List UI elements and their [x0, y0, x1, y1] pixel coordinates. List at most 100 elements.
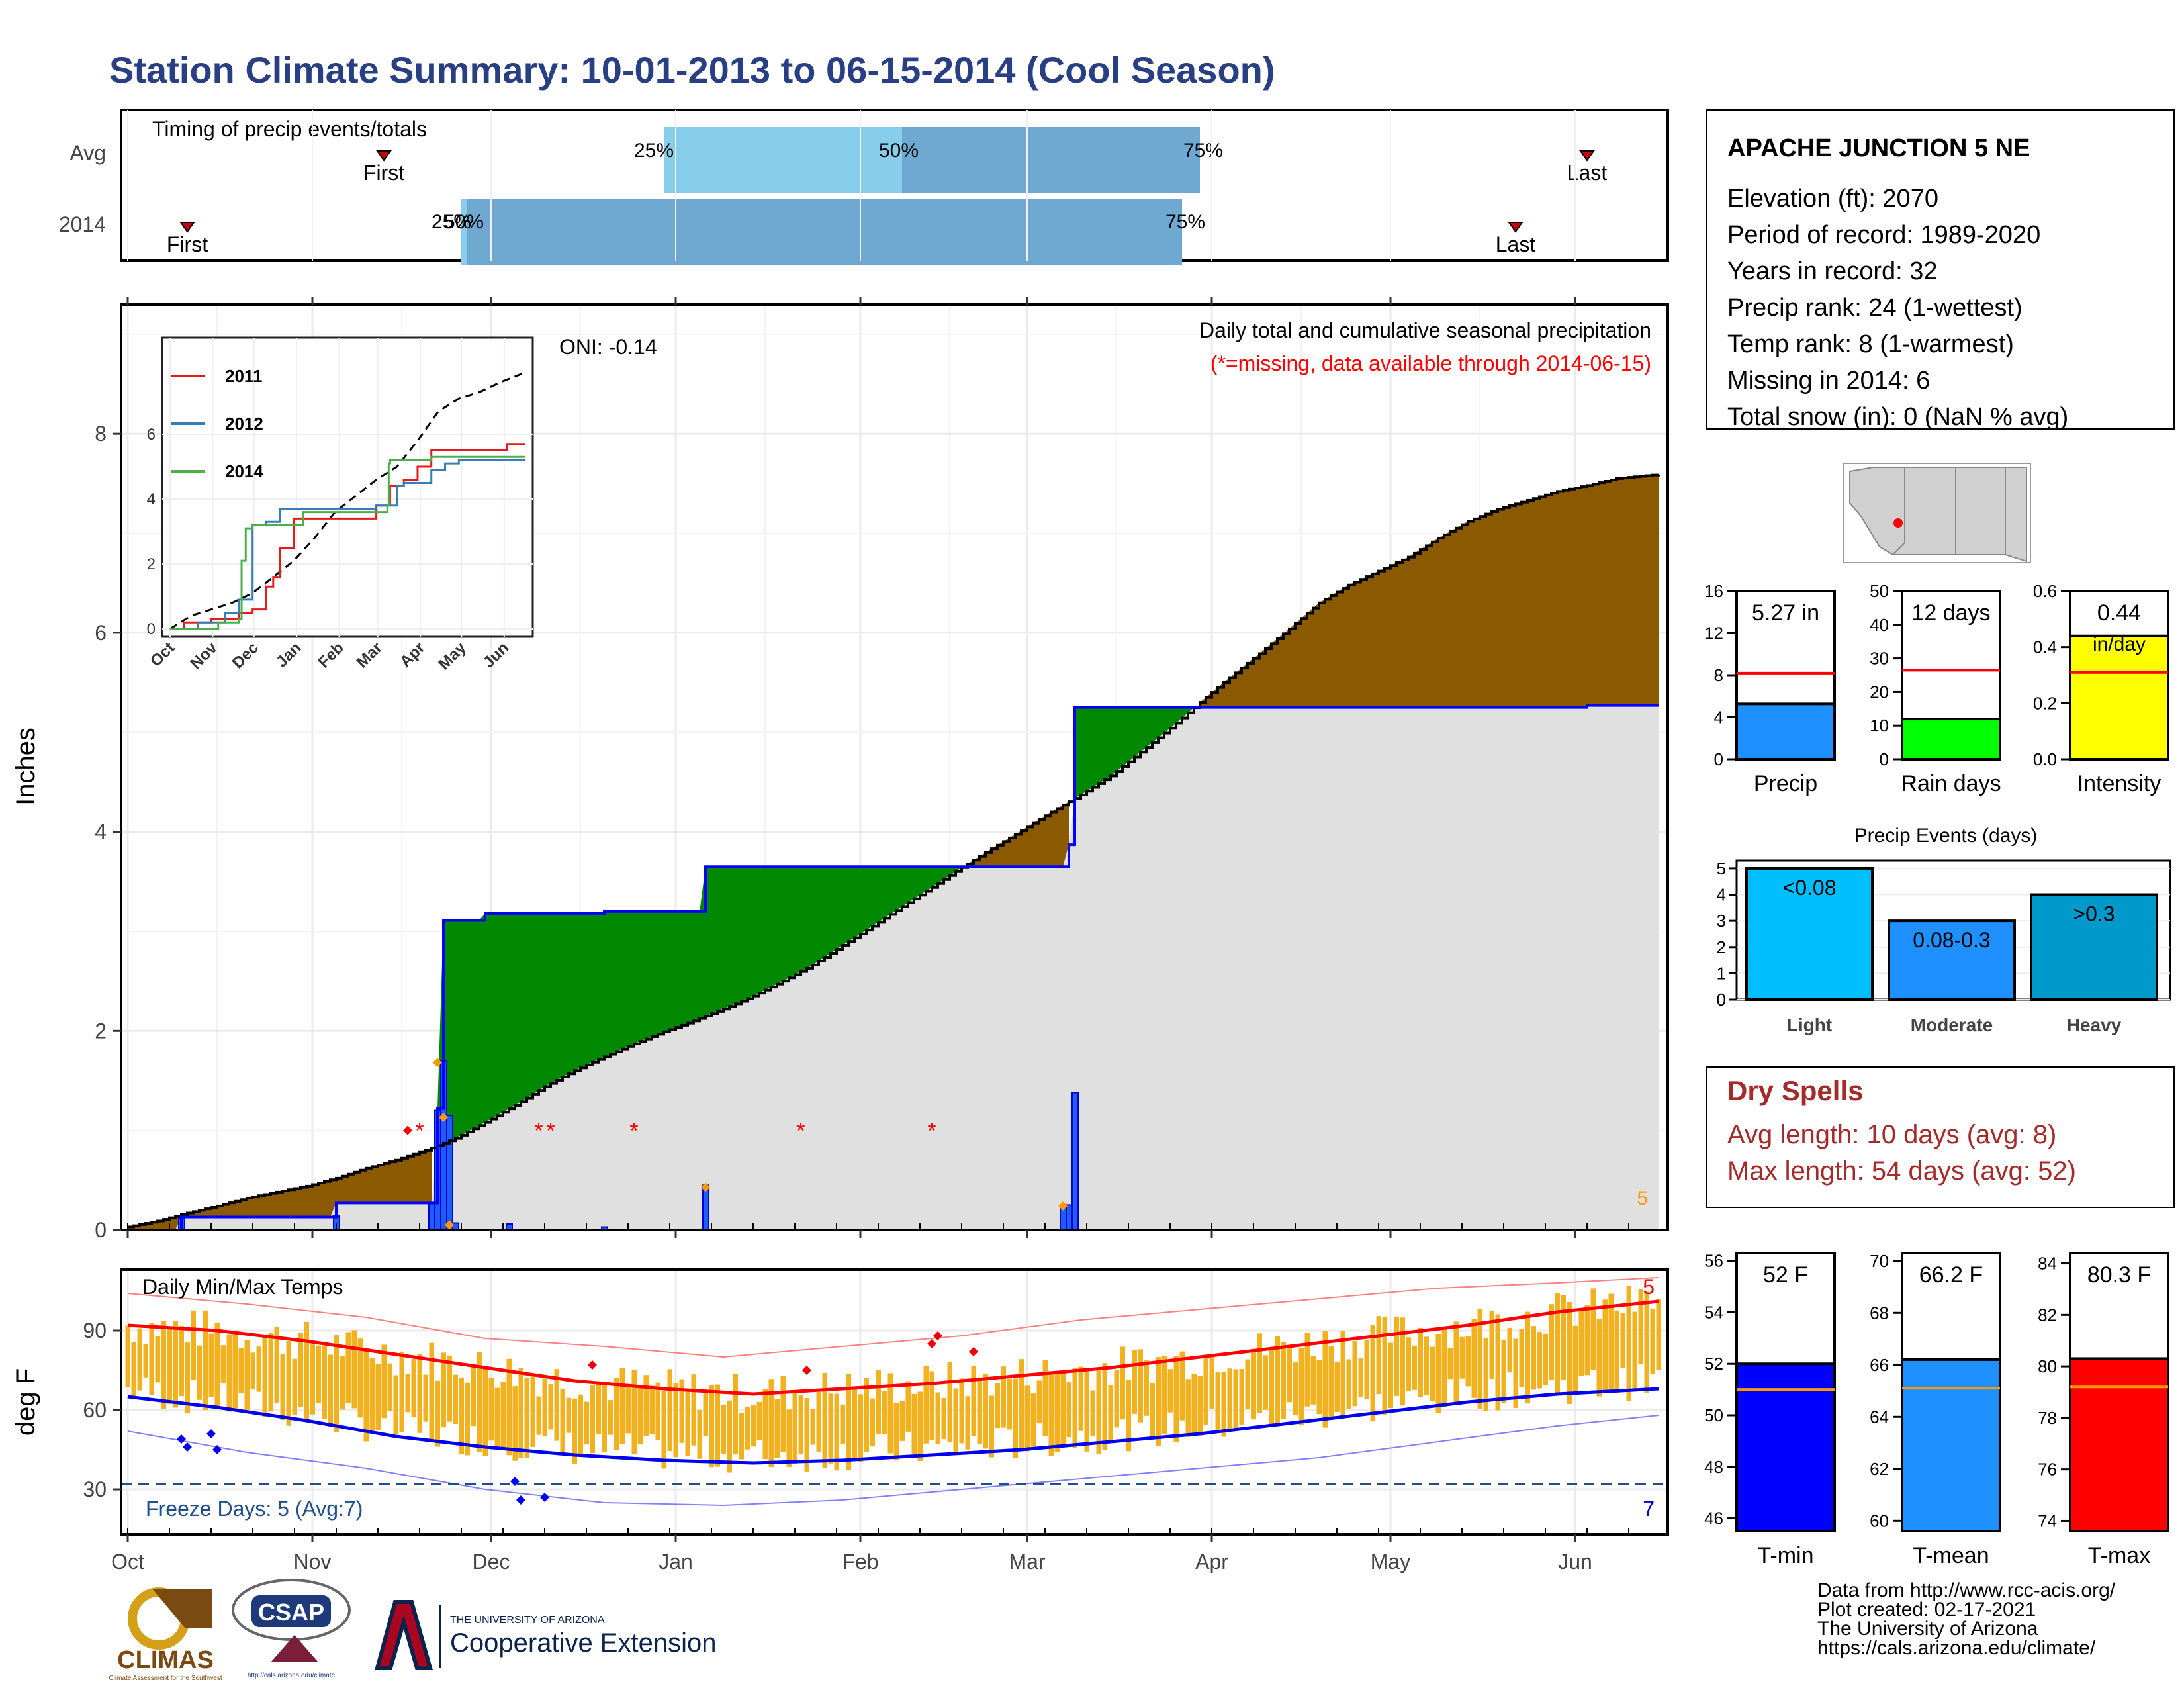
- temp-daily-bar: [274, 1327, 279, 1403]
- value-panel-ytick-label: 20: [1870, 682, 1889, 702]
- value-panel-label: 0.44: [2097, 600, 2141, 626]
- daily-precip-bar: [702, 1184, 709, 1231]
- temp-daily-bar: [989, 1395, 994, 1458]
- temp-daily-bar: [512, 1386, 518, 1461]
- temp-daily-bar: [1435, 1334, 1441, 1414]
- daily-precip-bar: [1060, 1206, 1067, 1231]
- value-panel-ytick-label: 0: [1880, 749, 1889, 769]
- csap-text: CSAP: [258, 1599, 324, 1626]
- value-panel-ytick-label: 30: [1870, 649, 1889, 669]
- temp-daily-bar: [1042, 1360, 1048, 1436]
- ua-logo: THE UNIVERSITY OF ARIZONA Cooperative Ex…: [375, 1600, 716, 1670]
- precip-extreme-point: [445, 1220, 454, 1230]
- temp-daily-bar: [125, 1325, 130, 1387]
- temp-daily-bar: [1251, 1352, 1256, 1420]
- ua-top-text: THE UNIVERSITY OF ARIZONA: [450, 1615, 605, 1626]
- temp-summary-panels: 52 F 46 48 50 52 54 56 T-min 66.2 F 60 62 64 66 68 70 T…: [1704, 1251, 2169, 1568]
- month-tick-label: Mar: [1009, 1550, 1045, 1573]
- month-tick-label: May: [1371, 1550, 1410, 1573]
- temp-daily-bar: [852, 1386, 857, 1461]
- timing-marker-icon: [1579, 150, 1595, 162]
- temp-daily-bar: [602, 1382, 607, 1452]
- temp-daily-bar: [1084, 1370, 1089, 1452]
- precip-deficit-area: [1200, 474, 1659, 708]
- temp-daily-bar: [995, 1383, 1000, 1429]
- avg-max-line: [127, 1299, 1659, 1396]
- temp-daily-bar: [1567, 1302, 1572, 1405]
- temp-daily-bar: [625, 1387, 631, 1434]
- temp-daily-bar: [1287, 1348, 1292, 1403]
- timing-title: Timing of precip events/totals: [152, 117, 427, 141]
- temp-daily-bar: [149, 1323, 154, 1396]
- temp-daily-bar: [1418, 1327, 1423, 1397]
- value-panel-ytick-label: 48: [1704, 1457, 1723, 1477]
- temp-count-top: 5: [1643, 1275, 1655, 1299]
- precip-ytick-label: 8: [95, 422, 107, 445]
- avg-min-line: [127, 1387, 1659, 1465]
- events-ytick-label: 5: [1717, 859, 1726, 878]
- temp-daily-bar: [1650, 1308, 1655, 1374]
- value-panel-ytick-label: 82: [2038, 1305, 2057, 1325]
- timing-bar-q50-q75: [902, 127, 1200, 193]
- temp-daily-bar: [381, 1344, 387, 1419]
- temp-daily-bar: [393, 1375, 398, 1434]
- temp-daily-bar: [1096, 1370, 1101, 1454]
- temp-daily-bar: [727, 1400, 732, 1473]
- temp-daily-bar: [345, 1332, 351, 1403]
- temp-daily-bar: [762, 1389, 768, 1460]
- temp-daily-bar: [435, 1380, 440, 1447]
- temp-daily-bar: [1161, 1356, 1167, 1434]
- precip-missing-note: (*=missing, data available through 2014-…: [1210, 352, 1651, 375]
- precip-points: * * * * * *: [403, 1058, 1068, 1230]
- precip-frame: [120, 303, 1669, 1231]
- temp-daily-bar: [637, 1386, 643, 1444]
- temp-daily-bar: [1209, 1354, 1214, 1409]
- events-ytick-label: 3: [1717, 911, 1726, 931]
- value-panel-ytick-label: 50: [1870, 581, 1889, 601]
- temp-daily-bar: [1412, 1345, 1417, 1390]
- value-panel-ytick-label: 56: [1704, 1251, 1723, 1271]
- dry-spells-frame: [1706, 1066, 2175, 1208]
- temp-daily-bar: [608, 1400, 613, 1435]
- temp-daily-bar: [1257, 1333, 1262, 1413]
- events-category: Heavy: [2067, 1015, 2122, 1035]
- value-panel-label: 66.2 F: [1919, 1262, 1983, 1288]
- missing-marker: *: [629, 1119, 638, 1144]
- temp-daily-bar: [941, 1397, 946, 1440]
- temp-daily-bar: [864, 1377, 869, 1452]
- temp-daily-bar: [441, 1352, 446, 1428]
- temp-daily-bar: [1173, 1356, 1179, 1442]
- value-panel-ytick-label: 40: [1870, 615, 1889, 635]
- value-panel-unit: in/day: [2093, 633, 2146, 655]
- value-panel-ytick-label: 66: [1870, 1355, 1889, 1375]
- temp-daily-bar: [1406, 1337, 1411, 1391]
- temp-daily-bar: [548, 1384, 553, 1430]
- station-detail-line: Period of record: 1989-2020: [1727, 221, 2040, 249]
- ua-bottom-text: Cooperative Extension: [450, 1628, 716, 1658]
- temp-daily-bar: [1197, 1376, 1203, 1436]
- temp-daily-bar: [1424, 1336, 1429, 1395]
- station-detail-line: Missing in 2014: 6: [1727, 367, 1930, 395]
- temp-daily-bar: [1489, 1311, 1494, 1379]
- month-tick-label: Feb: [842, 1550, 878, 1573]
- temp-daily-bar: [488, 1378, 494, 1441]
- temp-daily-bar: [238, 1348, 244, 1393]
- daily-precip-bar: [428, 1202, 435, 1231]
- temp-daily-bar: [631, 1370, 637, 1454]
- temp-daily-bar: [411, 1358, 416, 1418]
- value-panel-ytick-label: 52: [1704, 1354, 1723, 1374]
- value-panel-ytick-label: 74: [2038, 1511, 2057, 1530]
- csap-url: http://cals.arizona.edu/climate: [248, 1672, 336, 1679]
- timing-q50-label: 50%: [444, 211, 484, 233]
- temp-daily-bar: [1614, 1310, 1619, 1393]
- precip-subtitle: Daily total and cumulative seasonal prec…: [1199, 318, 1651, 342]
- temp-daily-bar: [667, 1369, 672, 1451]
- temp-daily-bar: [655, 1382, 660, 1440]
- temp-daily-bar: [1102, 1363, 1107, 1450]
- temp-daily-bar: [1239, 1369, 1244, 1425]
- value-panel-label: 5.27 in: [1752, 600, 1819, 626]
- events-ytick-label: 0: [1717, 990, 1726, 1009]
- value-panel-ytick-label: 60: [1870, 1511, 1889, 1530]
- temp-daily-bar: [578, 1394, 583, 1456]
